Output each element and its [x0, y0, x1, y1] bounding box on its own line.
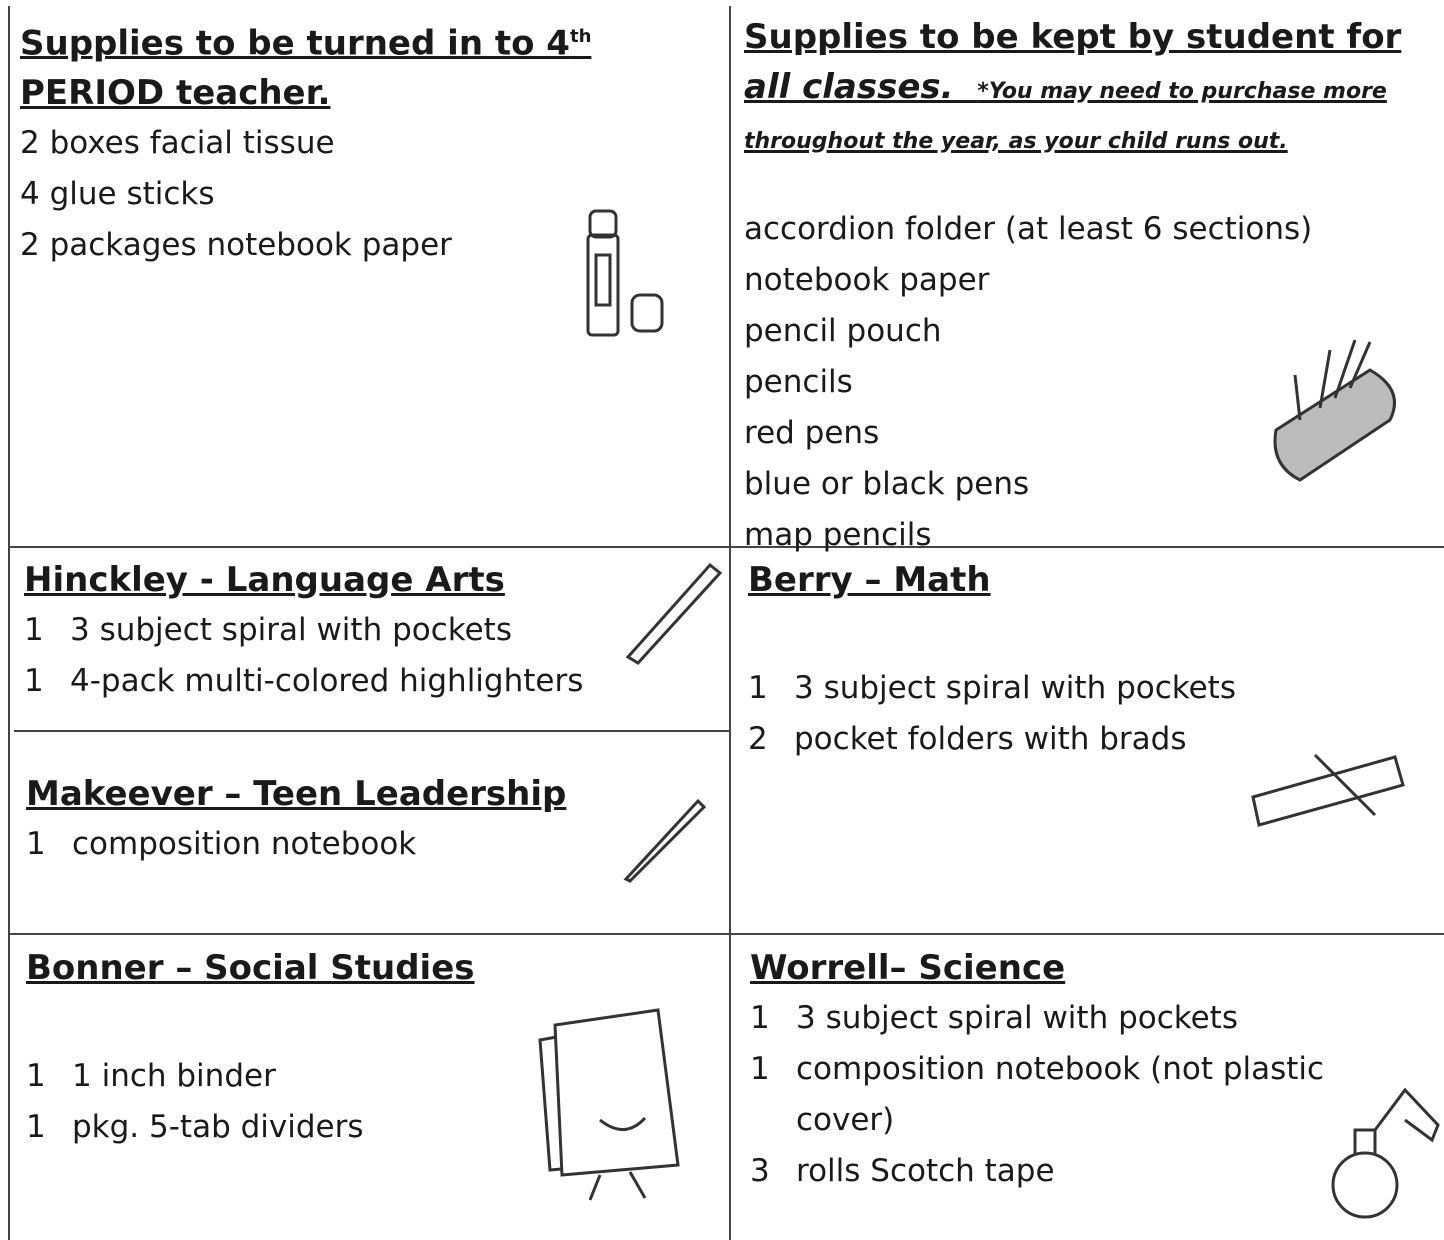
item: 2 boxes facial tissue: [20, 125, 335, 162]
flask-icon: [1331, 1087, 1440, 1219]
item: 1 1 inch binder: [26, 1051, 706, 1102]
item-list: 2 boxes facial tissue 4 glue sticks 2 pack…: [20, 118, 700, 271]
item-text: 3 subject spiral with pockets: [70, 612, 512, 648]
item-text: pocket folders with brads: [794, 721, 1187, 757]
item: 2 pocket folders with brads: [748, 714, 1428, 765]
cell-turned-in: Supplies to be turned in to 4th PERIOD t…: [20, 12, 700, 271]
item-qty: 1: [26, 1109, 46, 1145]
item-qty: 1: [24, 663, 44, 699]
item-list: accordion folder (at least 6 sections) no…: [744, 204, 1434, 561]
heading-sup: th: [569, 26, 592, 47]
heading: Bonner – Social Studies: [26, 948, 475, 988]
item-list: 1 1 inch binder 1 pkg. 5-tab dividers: [26, 1051, 706, 1153]
item-list: 1 3 subject spiral with pockets 2 pocket fo…: [748, 663, 1428, 765]
item: map pencils: [744, 517, 932, 553]
item: 4 glue sticks: [20, 176, 215, 213]
item-qty: 1: [750, 1000, 770, 1036]
item: notebook paper: [744, 262, 990, 298]
item-qty: 1: [26, 1058, 46, 1094]
heading: Makeever – Teen Leadership: [26, 774, 567, 814]
item: accordion folder (at least 6 sections): [744, 211, 1313, 247]
item: red pens: [744, 415, 880, 451]
cell-hinckley: Hinckley - Language Arts 1 3 subject spir…: [24, 555, 704, 707]
item-list: 1 3 subject spiral with pockets 1 4-pack mu…: [24, 605, 704, 707]
item-qty: 1: [750, 1051, 770, 1087]
item-text: 3 subject spiral with pockets: [796, 1000, 1238, 1036]
item: 3 rolls Scotch tape: [750, 1146, 1390, 1197]
item-text: 1 inch binder: [72, 1058, 276, 1094]
item: 1 3 subject spiral with pockets: [748, 663, 1428, 714]
item: blue or black pens: [744, 466, 1030, 502]
heading-text: PERIOD teacher.: [20, 73, 331, 114]
heading-italic: all classes.: [744, 67, 954, 107]
item-list: 1 composition notebook: [26, 819, 706, 870]
pencil-pouch-icon: [1273, 339, 1396, 482]
item-text: 4-pack multi-colored highlighters: [70, 663, 584, 699]
cell-worrell: Worrell– Science 1 3 subject spiral with …: [750, 943, 1390, 1197]
heading: Supplies to be kept by student for all c…: [744, 12, 1434, 162]
heading-text: Supplies to be kept by student for: [744, 17, 1402, 57]
heading: Hinckley - Language Arts: [24, 560, 505, 600]
item: 1 composition notebook: [26, 819, 706, 870]
item-text: composition notebook: [72, 826, 417, 862]
divider: [8, 933, 1444, 935]
item-text: rolls Scotch tape: [796, 1153, 1055, 1189]
item-qty: 2: [748, 721, 768, 757]
item: pencil pouch: [744, 313, 942, 349]
cell-berry: Berry – Math 1 3 subject spiral with pock…: [748, 555, 1428, 765]
item-text: 3 subject spiral with pockets: [794, 670, 1236, 706]
item-qty: 1: [24, 612, 44, 648]
item: 2 packages notebook paper: [20, 227, 452, 264]
item: 1 pkg. 5-tab dividers: [26, 1102, 706, 1153]
item-qty: 1: [26, 826, 46, 862]
heading-text: Supplies to be turned in to 4: [20, 23, 570, 64]
cell-kept: Supplies to be kept by student for all c…: [744, 12, 1434, 561]
heading: Worrell– Science: [750, 948, 1066, 988]
item-text: composition notebook (not plastic cover): [796, 1051, 1325, 1138]
item-text: pkg. 5-tab dividers: [72, 1109, 364, 1145]
item: pencils: [744, 364, 853, 400]
divider: [14, 730, 730, 732]
border: [8, 6, 10, 1240]
heading: Supplies to be turned in to 4th PERIOD t…: [20, 12, 700, 118]
divider: [729, 6, 731, 1240]
item: 1 3 subject spiral with pockets: [24, 605, 704, 656]
item-qty: 3: [750, 1153, 770, 1189]
cell-makeever: Makeever – Teen Leadership 1 composition …: [26, 769, 706, 870]
note: *You may need to purchase more throughou…: [744, 79, 1387, 154]
notepad-icon: [538, 1008, 680, 1201]
item: 1 4-pack multi-colored highlighters: [24, 656, 704, 707]
glue-stick-icon: [586, 209, 664, 337]
pencil-icon: [625, 562, 723, 665]
ruler-icon: [1251, 753, 1405, 827]
item: 1 3 subject spiral with pockets: [750, 993, 1390, 1044]
divider: [8, 546, 1444, 548]
cell-bonner: Bonner – Social Studies 1 1 inch binder 1 p…: [26, 943, 706, 1153]
pencil-icon: [623, 798, 707, 883]
heading: Berry – Math: [748, 560, 991, 600]
item-qty: 1: [748, 670, 768, 706]
item: 1 composition notebook (not plastic cover…: [750, 1044, 1390, 1146]
item-list: 1 3 subject spiral with pockets 1 compositi…: [750, 993, 1390, 1197]
